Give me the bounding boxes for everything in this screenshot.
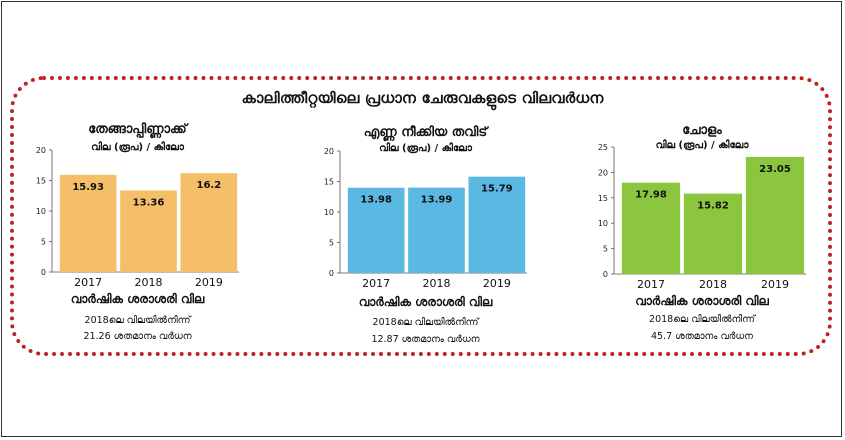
x-tick-label: 2017 [74, 276, 102, 289]
bar [59, 174, 117, 272]
x-tick-label: 2018 [699, 278, 727, 291]
bar-chart: 0 5 10 15 20 15.93 2017 13.36 2018 16.2 2019 [36, 146, 239, 289]
page-title: കാലിത്തീറ്റയിലെ പ്രധാന ചേരുവകളുടെ വിലവർധ… [241, 89, 604, 107]
bar [621, 182, 681, 274]
dotted-border [10, 76, 832, 356]
bar [120, 190, 177, 272]
y-tick-label: 0 [41, 268, 46, 277]
x-tick-label: 2018 [423, 277, 451, 290]
bar-value-label: 23.05 [759, 164, 791, 175]
y-tick-label: 20 [324, 147, 334, 156]
x-tick-label: 2017 [362, 277, 390, 290]
bar-value-label: 15.82 [697, 201, 729, 212]
bar [180, 173, 238, 272]
chart-title: തേങ്ങാപ്പിണ്ണാക്ക് [88, 122, 187, 137]
y-tick-label: 5 [41, 238, 46, 247]
y-tick-label: 15 [36, 177, 46, 186]
bar [745, 156, 805, 274]
y-tick-label: 15 [324, 178, 334, 187]
bar-chart: 0 5 10 15 20 25 17.98 2017 15.82 2018 23.05 2019 [598, 143, 806, 291]
chart-subtitle: വില (രൂപ) / കിലോ [91, 142, 184, 153]
chart-title: ചോളം [682, 123, 722, 138]
chart-note-line2: 45.7 ശതമാനം വർധന [650, 331, 754, 342]
x-tick-label: 2019 [483, 277, 511, 290]
x-tick-label: 2019 [761, 278, 789, 291]
bar-value-label: 15.79 [481, 184, 513, 195]
bar-value-label: 13.98 [360, 195, 392, 206]
bar [683, 193, 743, 274]
chart-note-line2: 12.87 ശതമാനം വർധന [371, 334, 480, 345]
chart-panel-rice-bran: എണ്ണ നീക്കിയ തവിട് വില (രൂപ) / കിലോ 0 5 10… [318, 121, 533, 353]
bar [347, 187, 405, 273]
bar-value-label: 15.93 [72, 182, 104, 193]
chart-subtitle: വില (രൂപ) / കിലോ [655, 140, 749, 151]
y-tick-label: 5 [329, 239, 334, 248]
y-tick-label: 10 [36, 207, 46, 216]
y-tick-label: 10 [324, 208, 334, 217]
x-tick-label: 2017 [637, 278, 665, 291]
bar-value-label: 17.98 [635, 190, 667, 201]
bar-chart: 0 5 10 15 20 13.98 2017 13.99 2018 15.79 2019 [324, 147, 527, 290]
chart-note-line2: 21.26 ശതമാനം വർധന [83, 331, 192, 342]
chart-note-line1: 2018ലെ വിലയിൽനിന്ന് [84, 315, 191, 326]
y-tick-label: 0 [329, 269, 334, 278]
chart-xlabel: വാർഷിക ശരാശരി വില [70, 292, 205, 306]
y-tick-label: 25 [598, 143, 608, 152]
x-tick-label: 2018 [135, 276, 163, 289]
bar-value-label: 16.2 [196, 180, 221, 191]
chart-panel-maize: ചോളം വില (രൂപ) / കിലോ 0 5 10 15 20 25 17.98 201… [592, 121, 812, 353]
chart-subtitle: വില (രൂപ) / കിലോ [379, 143, 472, 154]
y-tick-label: 0 [603, 270, 608, 279]
y-tick-label: 20 [598, 168, 608, 177]
chart-xlabel: വാർഷിക ശരാശരി വില [358, 295, 493, 309]
y-tick-label: 5 [603, 245, 608, 254]
chart-note-line1: 2018ലെ വിലയിൽനിന്ന് [649, 314, 755, 325]
bar-value-label: 13.99 [421, 195, 453, 206]
chart-note-line1: 2018ലെ വിലയിൽനിന്ന് [372, 317, 479, 328]
chart-xlabel: വാർഷിക ശരാശരി വില [635, 294, 769, 308]
chart-panel-coconut-cake: തേങ്ങാപ്പിണ്ണാക്ക് വില (രൂപ) / കിലോ 0 5 10… [30, 118, 245, 353]
x-tick-label: 2019 [195, 276, 223, 289]
y-tick-label: 20 [36, 146, 46, 155]
bar-value-label: 13.36 [133, 198, 165, 209]
bar [408, 187, 465, 273]
chart-title: എണ്ണ നീക്കിയ തവിട് [363, 125, 488, 140]
y-tick-label: 15 [598, 194, 608, 203]
y-tick-label: 10 [598, 219, 608, 228]
bar [468, 176, 526, 273]
